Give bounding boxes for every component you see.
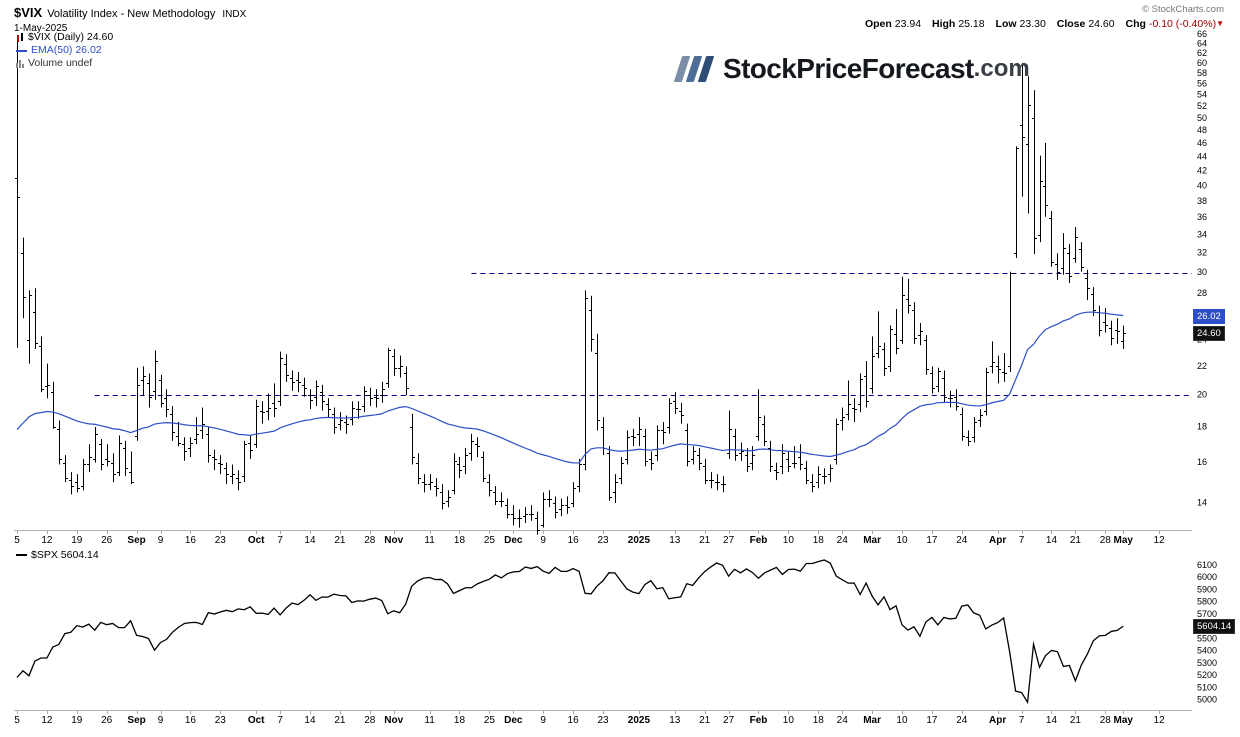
exchange-label: INDX [222,9,247,20]
candlestick-icon [17,32,23,42]
quote-low-label: Low [995,18,1017,30]
spx-value-badge: 5604.14 [1193,619,1236,635]
quote-chg-value: -0.10 (-0.40%) [1148,18,1217,30]
quote-close-label: Close [1056,18,1086,30]
symbol-label: $VIX [14,5,43,20]
ohlc-quote-line: Open 23.94 High 25.18 Low 23.30 Close 24.60 … [865,18,1224,30]
legend-volume-label: Volume undef [28,57,93,69]
watermark-tld: .com [973,55,1030,82]
legend-main-label: $VIX (Daily) 24.60 [28,31,114,43]
logo-slashes-icon [673,56,715,82]
chart-header: $VIX Volatility Index - New Methodology IN… [14,4,246,34]
quote-low-value: 23.30 [1019,18,1046,30]
quote-open-label: Open [864,18,892,30]
chart-header-right: © StockCharts.com Open 23.94 High 25.18 Lo… [865,4,1224,30]
quote-chg-label: Chg [1125,18,1146,30]
copyright-label: © StockCharts.com [1142,4,1224,15]
watermark-logo: StockPriceForecast .com [673,53,1030,84]
volume-icon [16,60,24,68]
ema-value-badge: 26.02 [1193,308,1225,324]
vix-legend: $VIX (Daily) 24.60 EMA(50) 26.02 Volume … [16,31,113,70]
legend-ema-label: EMA(50) 26.02 [31,44,102,56]
quote-high-value: 25.18 [958,18,985,30]
spx-line-icon [16,554,27,556]
legend-main-row: $VIX (Daily) 24.60 [16,31,113,44]
spx-legend: $SPX 5604.14 [16,549,99,561]
legend-volume-row: Volume undef [16,57,113,70]
quote-close-value: 24.60 [1088,18,1115,30]
legend-ema-row: EMA(50) 26.02 [16,44,113,57]
watermark-brand: StockPriceForecast [723,53,974,84]
spx-legend-label: $SPX 5604.14 [31,549,99,561]
last-price-badge: 24.60 [1193,325,1225,341]
down-arrow-icon: ▼ [1216,19,1224,28]
quote-high-label: High [932,18,956,30]
quote-open-value: 23.94 [894,18,922,30]
ema-line-icon [16,49,27,52]
symbol-title: Volatility Index - New Methodology [47,8,216,20]
chart-date: 1-May-2025 [14,23,68,34]
